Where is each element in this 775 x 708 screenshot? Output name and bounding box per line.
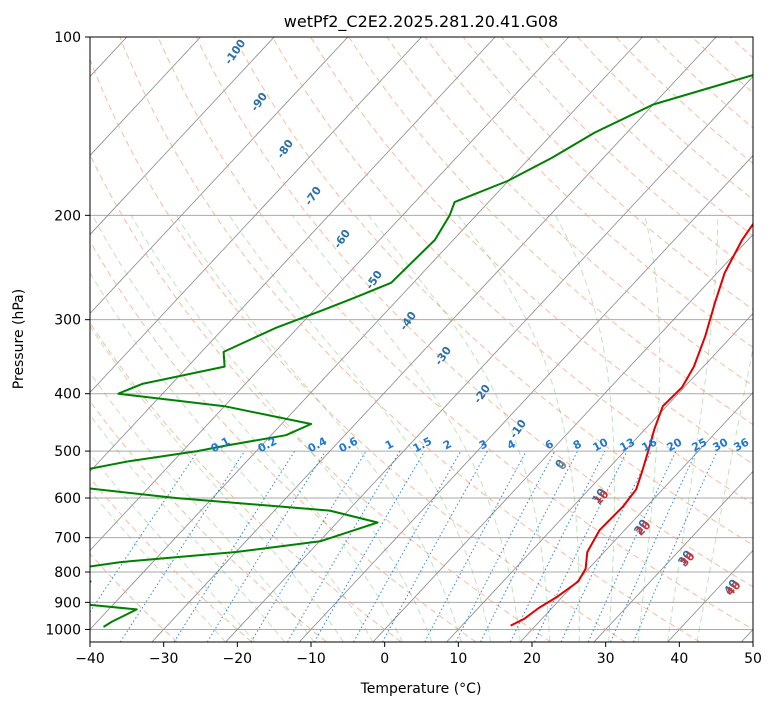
dry-adiabat (90, 553, 178, 642)
mixing-ratio-line (424, 450, 527, 642)
moist-adiabat (90, 371, 315, 642)
isotherm (151, 37, 717, 642)
dry-adiabat (157, 37, 753, 630)
dry-adiabat (271, 37, 753, 505)
isotherm (90, 37, 422, 394)
moist-adiabat (667, 215, 719, 642)
dry-adiabat (233, 37, 753, 546)
mixing-ratio-line (119, 450, 246, 642)
x-tick-label: −40 (75, 651, 105, 667)
mixing-ratio-line (632, 450, 718, 642)
dry-adiabat (90, 240, 477, 642)
isotherm (90, 37, 570, 552)
y-axis-label: Pressure (hPa) (11, 289, 27, 389)
moist-adiabat (368, 214, 551, 642)
moist-adiabat (175, 215, 462, 642)
mixing-ratio-label: 36 (732, 435, 752, 454)
moist-adiabat (90, 325, 344, 642)
dry-adiabat (310, 37, 753, 465)
isotherm (90, 37, 275, 236)
mixing-ratio-label: 30 (711, 435, 731, 454)
mixing-ratio-line (90, 450, 199, 613)
temperature-line (510, 222, 753, 627)
plot-frame (89, 36, 754, 643)
moist-adiabat (90, 489, 226, 642)
dry-adiabat (386, 37, 753, 387)
mixing-ratio-line (610, 450, 697, 642)
moist-adiabat (228, 215, 492, 642)
isotherm (446, 312, 753, 642)
moist-adiabat (637, 215, 661, 642)
mixing-ratio-label: 16 (640, 435, 660, 454)
x-tick-label: 40 (670, 651, 688, 667)
mixing-ratio-line (382, 450, 488, 642)
x-tick-label: −20 (223, 651, 253, 667)
isotherm (90, 37, 201, 157)
mixing-ratio-line (173, 450, 296, 642)
dry-adiabat (348, 37, 753, 426)
moist-adiabat (696, 345, 753, 642)
x-tick-label: 20 (523, 651, 541, 667)
background-lines (90, 37, 753, 642)
dry-adiabat (90, 58, 626, 642)
y-tick-label: 200 (54, 208, 81, 224)
mixing-ratio-line (206, 450, 326, 642)
dry-adiabat (90, 477, 253, 642)
isotherm (520, 391, 753, 642)
x-tick-label: −30 (149, 651, 179, 667)
mixing-ratio-label: 25 (690, 436, 710, 455)
y-tick-label: 500 (54, 444, 81, 460)
x-tick-label: 0 (380, 651, 389, 667)
isotherm (372, 233, 753, 642)
dry-adiabat (90, 153, 551, 642)
y-tick-label: 800 (54, 565, 81, 581)
mixing-ratio-line (480, 450, 579, 642)
y-tick-label: 700 (54, 531, 81, 547)
x-tick-label: −10 (296, 651, 326, 667)
moist-adiabat (554, 215, 615, 642)
dry-adiabat (119, 37, 701, 642)
x-tick-label: 50 (744, 651, 762, 667)
x-axis-label: Temperature (°C) (360, 681, 482, 697)
y-tick-label: 300 (54, 313, 81, 329)
moist-adiabat (130, 215, 433, 642)
y-tick-label: 100 (54, 30, 81, 46)
mixing-ratio-label: 20 (665, 435, 685, 454)
mixing-ratio-label: 13 (618, 436, 638, 455)
y-tick-label: 900 (54, 595, 81, 611)
mixing-ratio-line (353, 450, 462, 642)
mixing-ratio-line (509, 450, 606, 642)
dewpoint-line (90, 74, 753, 628)
mixing-ratio-line (250, 450, 367, 642)
y-tick-label: 400 (54, 387, 81, 403)
isotherm (299, 154, 753, 642)
moist-adiabat (90, 271, 374, 642)
sounding-profiles (90, 74, 753, 628)
isotherm (593, 470, 753, 642)
isotherm (90, 37, 496, 473)
y-tick-label: 1000 (45, 622, 81, 638)
x-tick-label: 10 (449, 651, 467, 667)
axes: −40 −30 −20 −10 0 10 20 30 40 50 100 200 300 400 500 60… (45, 30, 762, 667)
y-tick-label: 600 (54, 491, 81, 507)
chart-title: wetPf2_C2E2.2025.281.20.41.G08 (284, 12, 558, 32)
isotherm (90, 37, 643, 631)
dry-adiabat (195, 37, 753, 588)
x-tick-label: 30 (597, 651, 615, 667)
mixing-ratio-label: 10 (591, 435, 611, 454)
isotherm (90, 37, 349, 315)
